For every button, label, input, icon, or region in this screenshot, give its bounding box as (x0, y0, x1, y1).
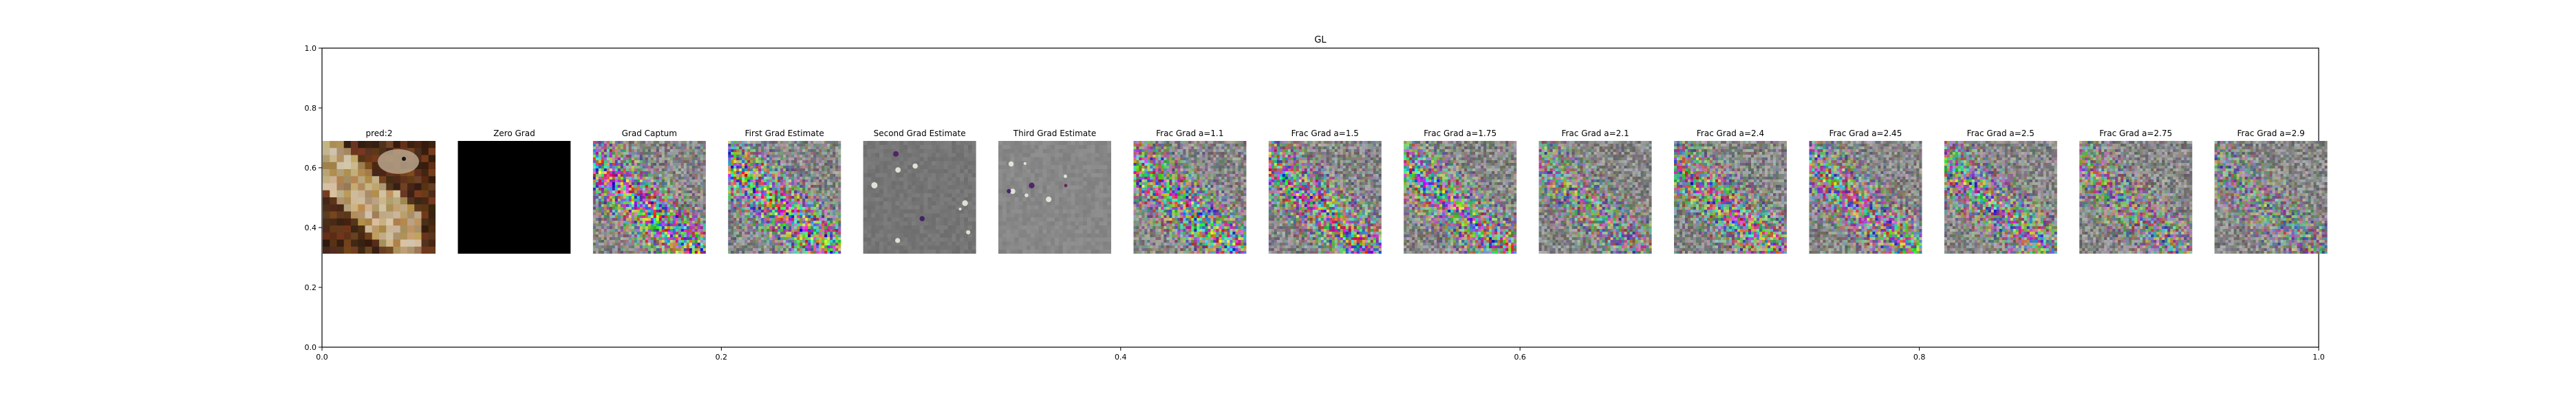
black-image (458, 141, 571, 254)
panel-4: First Grad Estimate (728, 129, 841, 254)
panel-image (323, 141, 436, 254)
panel-image (1944, 141, 2057, 254)
panel-image (1268, 141, 1382, 254)
panel-11: Frac Grad a=2.4 (1674, 129, 1787, 254)
panel-title: Frac Grad a=1.1 (1156, 129, 1223, 138)
panel-image (592, 141, 706, 254)
panel-title: Second Grad Estimate (874, 129, 966, 138)
panel-image (2214, 141, 2328, 254)
panel-title: Grad Captum (622, 129, 677, 138)
panel-14: Frac Grad a=2.75 (2079, 129, 2193, 254)
panel-13: Frac Grad a=2.5 (1944, 129, 2057, 254)
panel-title: Frac Grad a=2.45 (1829, 129, 1902, 138)
panel-title: Frac Grad a=1.75 (1424, 129, 1496, 138)
panel-image (998, 141, 1111, 254)
y-tick-label: 0.2 (305, 283, 317, 292)
panel-image (863, 141, 976, 254)
panel-strip: pred:2 Zero Grad Grad Captum First Grad Est… (323, 129, 2328, 254)
panel-title: Frac Grad a=2.5 (1967, 129, 2035, 138)
figure-title: GL (1314, 35, 1327, 45)
panel-title: Zero Grad (493, 129, 535, 138)
x-tick-label: 1.0 (2312, 353, 2325, 362)
panel-image (1674, 141, 1787, 254)
y-axis-ticks: 0.0 0.2 0.4 0.6 0.8 1.0 (305, 44, 322, 352)
panel-title: Frac Grad a=1.5 (1291, 129, 1359, 138)
panel-12: Frac Grad a=2.45 (1809, 129, 1922, 254)
panel-title: Frac Grad a=2.4 (1697, 129, 1764, 138)
panel-image (458, 141, 571, 254)
panel-8: Frac Grad a=1.5 (1268, 129, 1382, 254)
panel-image (2079, 141, 2193, 254)
panel-2: Zero Grad (458, 129, 571, 254)
panel-title: First Grad Estimate (745, 129, 824, 138)
panel-9: Frac Grad a=1.75 (1404, 129, 1517, 254)
panel-10: Frac Grad a=2.1 (1538, 129, 1652, 254)
panel-image (1538, 141, 1652, 254)
lizard-head (378, 149, 419, 174)
panel-image (1133, 141, 1247, 254)
y-tick-label: 0.0 (305, 343, 317, 352)
panel-1: pred:2 (323, 129, 436, 254)
panel-5: Second Grad Estimate (863, 129, 976, 254)
panel-15: Frac Grad a=2.9 (2214, 129, 2328, 254)
panel-image (1809, 141, 1922, 254)
panel-title: Third Grad Estimate (1013, 129, 1096, 138)
panel-7: Frac Grad a=1.1 (1133, 129, 1247, 254)
y-tick-label: 1.0 (305, 44, 317, 53)
panel-title: Frac Grad a=2.1 (1561, 129, 1629, 138)
panel-image (728, 141, 841, 254)
x-tick-label: 0.6 (1514, 353, 1526, 362)
y-tick-label: 0.6 (305, 164, 317, 173)
x-axis-ticks: 0.0 0.2 0.4 0.6 0.8 1.0 (316, 347, 2325, 362)
panel-title: Frac Grad a=2.9 (2237, 129, 2304, 138)
panel-title: Frac Grad a=2.75 (2099, 129, 2172, 138)
x-tick-label: 0.0 (316, 353, 328, 362)
panel-title: pred:2 (366, 129, 393, 138)
x-tick-label: 0.8 (1913, 353, 1926, 362)
panel-6: Third Grad Estimate (998, 129, 1111, 254)
x-tick-label: 0.4 (1115, 353, 1127, 362)
panel-3: Grad Captum (592, 129, 706, 254)
panel-image (1404, 141, 1517, 254)
y-tick-label: 0.8 (305, 104, 317, 113)
x-tick-label: 0.2 (716, 353, 728, 362)
y-tick-label: 0.4 (305, 223, 317, 232)
